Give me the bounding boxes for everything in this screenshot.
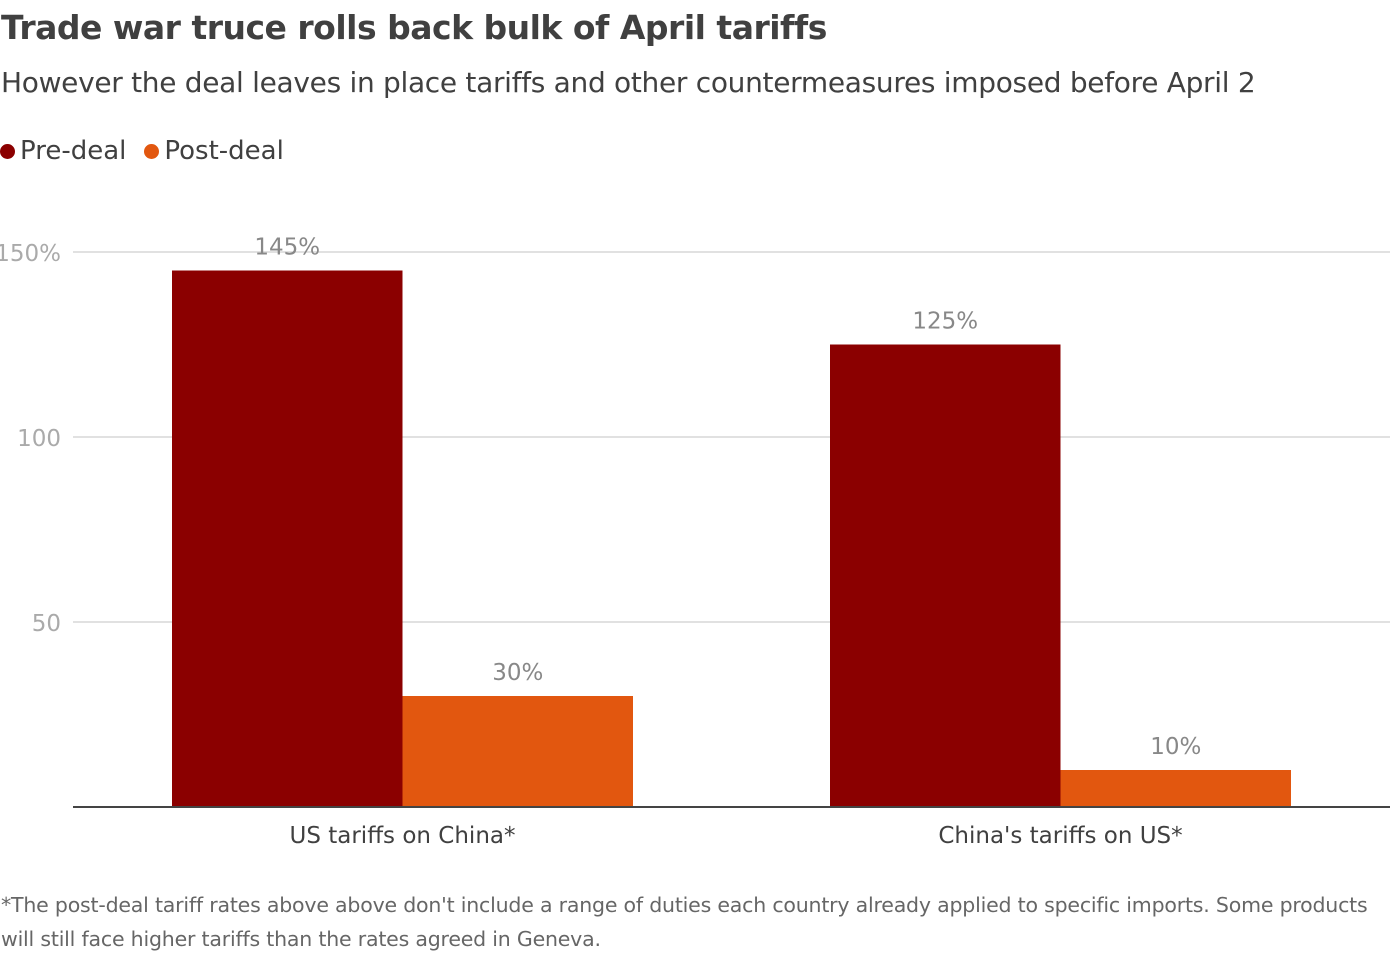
data-label: 125%: [912, 309, 978, 335]
y-tick-label: 50: [32, 611, 61, 637]
x-tick-label: US tariffs on China*: [289, 823, 515, 849]
data-label: 10%: [1150, 734, 1201, 760]
legend-dot-pre-deal: [0, 143, 15, 159]
footnote: *The post-deal tariff rates above above …: [1, 893, 1368, 951]
chart-title: Trade war truce rolls back bulk of April…: [1, 8, 827, 47]
data-label: 30%: [492, 660, 543, 686]
legend-label: Post-deal: [164, 136, 284, 166]
y-tick-label: 150%: [0, 241, 61, 267]
legend-item-pre-deal: Pre-deal: [0, 136, 126, 166]
legend-label: Pre-deal: [20, 136, 127, 166]
data-label: 145%: [254, 235, 320, 261]
legend-dot-post-deal: [144, 143, 160, 159]
bar-pre-deal: [172, 270, 403, 807]
x-tick-label: China's tariffs on US*: [938, 823, 1182, 849]
legend: Pre-deal Post-deal: [0, 136, 284, 166]
chart-subtitle: However the deal leaves in place tariffs…: [1, 66, 1256, 99]
bar-post-deal: [1060, 770, 1291, 807]
legend-item-post-deal: Post-deal: [144, 136, 284, 166]
bar-post-deal: [402, 696, 633, 807]
bar-pre-deal: [830, 344, 1061, 807]
y-tick-label: 100: [17, 426, 61, 452]
